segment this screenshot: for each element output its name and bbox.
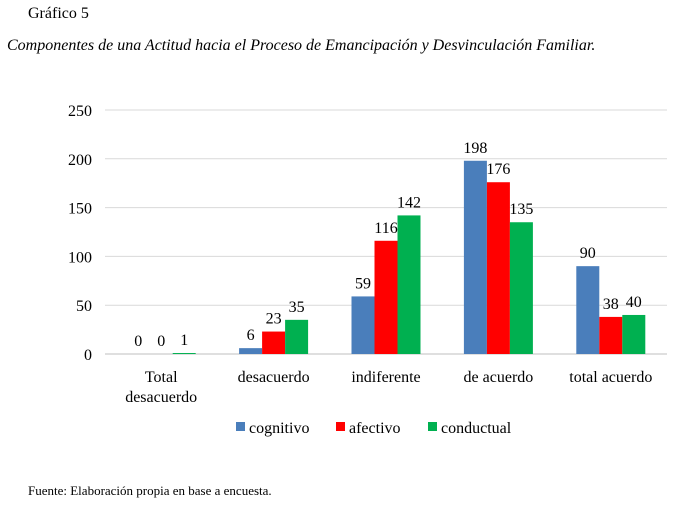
legend-label-cognitivo: cognitivo bbox=[249, 420, 309, 437]
legend-swatch-cognitivo bbox=[236, 422, 245, 431]
data-label: 6 bbox=[247, 327, 255, 344]
x-tick-label: de acuerdo bbox=[464, 369, 534, 386]
x-tick-label: Total bbox=[145, 369, 178, 386]
data-label: 135 bbox=[509, 201, 533, 218]
y-tick-label: 0 bbox=[84, 347, 92, 364]
data-label: 116 bbox=[374, 220, 397, 237]
y-tick-label: 250 bbox=[68, 103, 92, 120]
data-label: 59 bbox=[355, 275, 371, 292]
y-tick-label: 150 bbox=[68, 201, 92, 218]
y-tick-label: 200 bbox=[68, 152, 92, 169]
legend-swatch-afectivo bbox=[336, 422, 345, 431]
data-label: 23 bbox=[266, 311, 282, 328]
data-label: 0 bbox=[134, 333, 142, 350]
data-label: 198 bbox=[463, 140, 487, 157]
bar-afectivo bbox=[374, 240, 398, 354]
bar-cognitivo bbox=[463, 160, 487, 354]
figure-title: Componentes de una Actitud hacia el Proc… bbox=[7, 37, 596, 54]
bar-afectivo bbox=[262, 331, 286, 354]
bar-conductual bbox=[397, 215, 421, 354]
y-tick-label: 100 bbox=[68, 249, 92, 266]
bar-conductual bbox=[622, 314, 646, 354]
data-label: 90 bbox=[580, 245, 596, 262]
x-tick-label: total acuerdo bbox=[569, 369, 652, 386]
x-tick-label: desacuerdo bbox=[238, 369, 310, 386]
bar-cognitivo bbox=[576, 266, 600, 354]
source-note: Fuente: Elaboración propia en base a enc… bbox=[28, 483, 272, 498]
data-label: 142 bbox=[397, 194, 421, 211]
figure-label: Gráfico 5 bbox=[28, 5, 89, 22]
y-tick-label: 50 bbox=[76, 298, 92, 315]
bar-conductual bbox=[172, 353, 196, 354]
data-label: 1 bbox=[180, 332, 188, 349]
x-tick-label: indiferente bbox=[351, 369, 420, 386]
data-label: 176 bbox=[486, 161, 510, 178]
data-label: 38 bbox=[603, 296, 619, 313]
bar-afectivo bbox=[486, 182, 510, 354]
x-tick-label: desacuerdo bbox=[125, 389, 197, 406]
bar-cognitivo bbox=[239, 348, 263, 354]
data-label: 40 bbox=[626, 294, 642, 311]
bar-conductual bbox=[509, 222, 533, 354]
data-label: 0 bbox=[157, 333, 165, 350]
legend-label-conductual: conductual bbox=[441, 420, 512, 437]
legend-label-afectivo: afectivo bbox=[349, 420, 401, 437]
legend-swatch-conductual bbox=[428, 422, 437, 431]
bar-afectivo bbox=[599, 316, 623, 354]
data-label: 35 bbox=[289, 299, 305, 316]
bar-conductual bbox=[285, 319, 309, 354]
bar-cognitivo bbox=[351, 296, 375, 354]
